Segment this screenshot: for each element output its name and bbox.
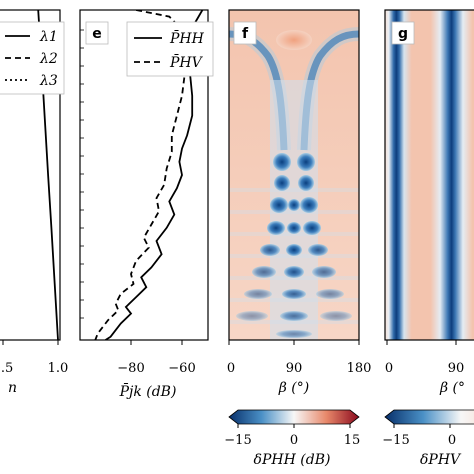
panel-g-xlabel: β (° bbox=[439, 380, 465, 396]
panel-e-frame bbox=[79, 9, 209, 341]
panel-g-xtick-1: 90 bbox=[448, 361, 465, 376]
panel-e-legend: P̄HH P̄HV bbox=[126, 21, 214, 77]
colorbar-f-bar bbox=[228, 409, 360, 425]
panel-d-frame bbox=[0, 9, 61, 341]
panel-e-xtick-1: −60 bbox=[168, 361, 195, 376]
panel-d-ticks bbox=[2, 340, 59, 345]
panel-f-xtick-2: 180 bbox=[347, 361, 372, 376]
panel-f-letter-box bbox=[233, 21, 257, 45]
panel-e-line-phv bbox=[94, 10, 186, 340]
colorbar-f-tick-1: 0 bbox=[290, 433, 298, 448]
colorbar-g-label: δPHV bbox=[420, 452, 462, 468]
panel-d: 0.5 1.0 n λ1 λ2 λ3 bbox=[0, 9, 69, 396]
colorbar-g: −15 0 δPHV bbox=[382, 409, 474, 468]
colorbar-g-tick-0: −15 bbox=[382, 433, 409, 448]
panel-e: −80 −60 P̄jk (dB) e P̄HH P̄HV bbox=[79, 9, 214, 400]
panel-f: 0 90 180 β (°) f bbox=[227, 9, 372, 396]
panel-f-xlabel: β (°) bbox=[278, 380, 309, 396]
colorbar-f-tick-0: −15 bbox=[224, 433, 251, 448]
panel-e-yticks bbox=[80, 29, 84, 319]
panel-e-line-phh bbox=[105, 10, 204, 340]
legend-label-phv: P̄HV bbox=[169, 53, 204, 71]
colorbar-f-label: δPHH (dB) bbox=[254, 452, 331, 468]
panel-g: 0 90 β (° g bbox=[384, 9, 474, 396]
legend-label-phh: P̄HH bbox=[169, 29, 205, 47]
panel-g-letter: g bbox=[398, 26, 408, 42]
panel-f-heatmap bbox=[229, 10, 359, 340]
panel-e-letter-box bbox=[85, 21, 109, 45]
legend-label-lambda2: λ2 bbox=[39, 51, 58, 67]
panel-f-xtick-1: 90 bbox=[286, 361, 303, 376]
panel-f-xticks bbox=[228, 340, 360, 345]
panel-g-letter-box bbox=[391, 21, 415, 45]
panel-g-xtick-0: 0 bbox=[385, 361, 393, 376]
panel-g-frame bbox=[384, 9, 474, 341]
panel-f-letter: f bbox=[242, 26, 249, 42]
panel-e-letter: e bbox=[92, 26, 102, 42]
panel-g-heatmap bbox=[385, 10, 474, 340]
panel-d-xlabel: n bbox=[8, 380, 17, 396]
panel-f-xtick-0: 0 bbox=[227, 361, 235, 376]
colorbar-g-bar bbox=[384, 409, 474, 425]
panel-d-xtick-0: 0.5 bbox=[0, 361, 13, 376]
colorbar-f: −15 0 15 δPHH (dB) bbox=[224, 409, 361, 468]
panel-e-legend-box bbox=[126, 21, 214, 77]
panel-e-xtick-0: −80 bbox=[117, 361, 144, 376]
colorbar-g-tick-1: 0 bbox=[448, 433, 456, 448]
panel-e-xlabel: P̄jk (dB) bbox=[119, 382, 177, 400]
panel-d-legend: λ1 λ2 λ3 bbox=[0, 21, 65, 95]
legend-label-lambda1: λ1 bbox=[39, 29, 58, 45]
colorbar-f-tick-2: 15 bbox=[344, 433, 361, 448]
panel-g-xticks bbox=[386, 340, 457, 345]
panel-d-xtick-1: 1.0 bbox=[48, 361, 69, 376]
panel-f-blobs bbox=[236, 153, 352, 338]
legend-label-lambda3: λ3 bbox=[39, 73, 58, 89]
panel-e-xticks bbox=[130, 340, 183, 345]
